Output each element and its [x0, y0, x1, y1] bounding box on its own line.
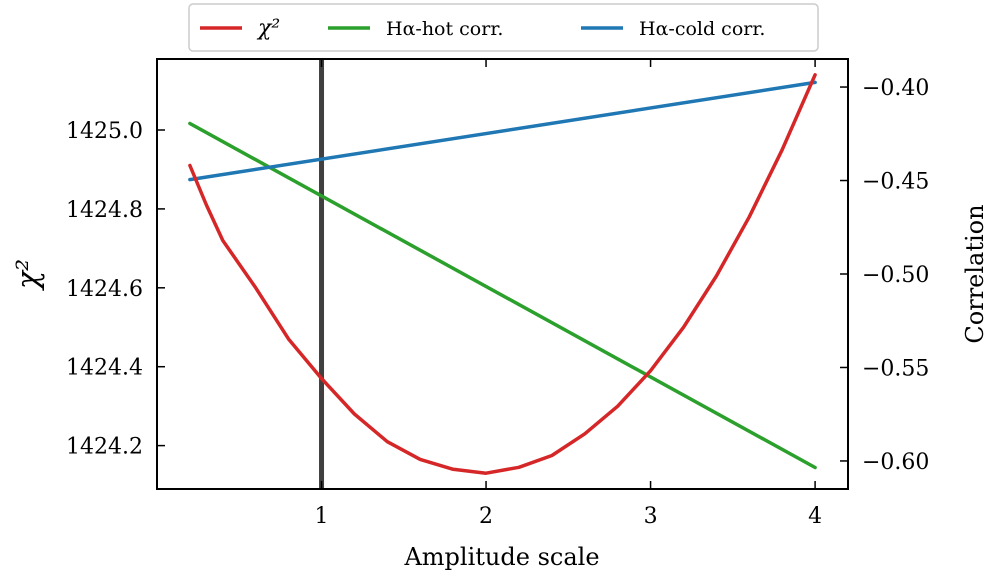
y-left-tick-label: 1424.2 — [66, 435, 143, 460]
plot-area — [188, 59, 817, 489]
y-right-tick-label: −0.45 — [862, 170, 929, 195]
legend-label-halpha-cold: Hα-cold corr. — [639, 18, 765, 40]
y-left-tick-label: 1424.6 — [66, 277, 143, 302]
y-right-tick-label: −0.60 — [862, 450, 929, 475]
series-line-halpha-hot — [188, 121, 817, 470]
y-left-tick-label: 1424.8 — [66, 198, 143, 223]
x-tick-label: 3 — [644, 504, 658, 529]
y-axis-left-label: χ² — [11, 259, 46, 291]
plot-frame — [156, 58, 849, 490]
y-left-tick-label: 1424.4 — [66, 356, 143, 381]
series-line-halpha-cold — [188, 80, 817, 182]
x-axis-label: Amplitude scale — [403, 543, 599, 571]
legend-box — [188, 3, 819, 52]
x-tick-label: 2 — [479, 504, 493, 529]
legend-label-chi2: χ² — [256, 16, 280, 41]
y-left-tick-label: 1425.0 — [66, 119, 143, 144]
x-tick-label: 1 — [315, 504, 329, 529]
legend-label-halpha-hot: Hα-hot corr. — [386, 18, 503, 40]
x-tick-label: 4 — [808, 504, 822, 529]
y-right-tick-label: −0.50 — [862, 263, 929, 288]
y-axis-right-label: Correlation — [961, 204, 989, 343]
y-right-tick-label: −0.40 — [862, 76, 929, 101]
y-right-tick-label: −0.55 — [862, 356, 929, 381]
legend: χ² Hα-hot corr. Hα-cold corr. — [188, 3, 819, 52]
axes: 1 2 3 4 1424.2 1424.4 1424.6 1424.8 1425.0 −0.60 −… — [66, 59, 929, 529]
series-line-chi2 — [188, 73, 817, 475]
